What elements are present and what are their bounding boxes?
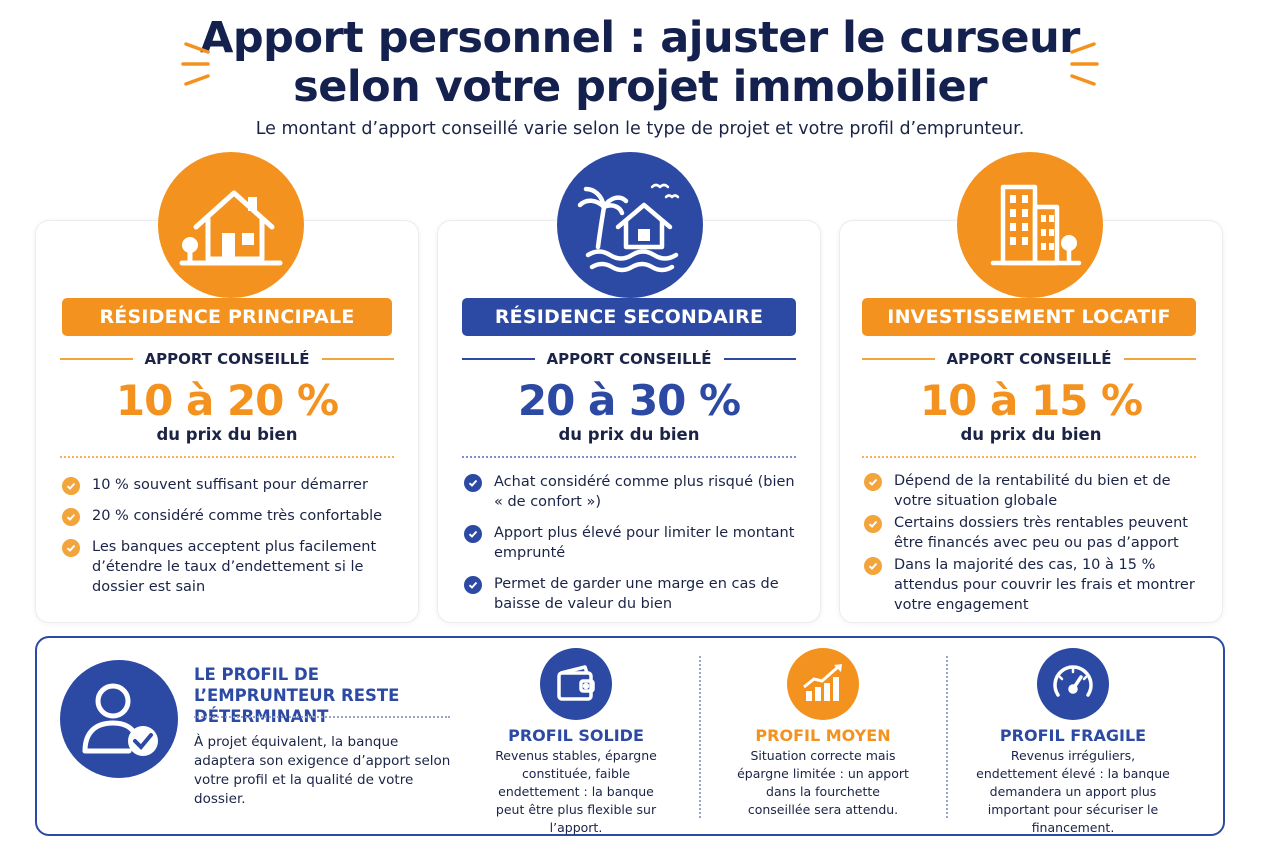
profil-name: PROFIL MOYEN bbox=[755, 726, 891, 745]
apport-range: 20 à 30 % bbox=[517, 376, 741, 425]
profil-fragile: PROFIL FRAGILE Revenus irréguliers, ende… bbox=[963, 648, 1183, 837]
check-icon bbox=[62, 539, 80, 557]
building-icon bbox=[957, 152, 1103, 298]
beach-house-icon bbox=[557, 152, 703, 298]
profil-title: LE PROFIL DE L’EMPRUNTEUR RESTE DÉTERMIN… bbox=[194, 665, 400, 726]
apport-range-sub: du prix du bien bbox=[156, 425, 298, 444]
growth-chart-icon bbox=[787, 648, 859, 720]
wallet-icon bbox=[540, 648, 612, 720]
apport-label: APPORT CONSEILLÉ bbox=[546, 350, 712, 368]
apport-header: APPORT CONSEILLÉ bbox=[462, 350, 796, 368]
apport-label: APPORT CONSEILLÉ bbox=[946, 350, 1112, 368]
check-icon bbox=[864, 515, 882, 533]
card-label: RÉSIDENCE SECONDAIRE bbox=[462, 298, 796, 336]
profil-section bbox=[35, 636, 1225, 836]
list-item: Achat considéré comme plus risqué (bien … bbox=[464, 472, 804, 512]
profil-moyen: PROFIL MOYEN Situation correcte mais épa… bbox=[713, 648, 933, 819]
check-icon bbox=[464, 525, 482, 543]
check-icon bbox=[864, 557, 882, 575]
list-item: 20 % considéré comme très confortable bbox=[62, 506, 397, 526]
page-subtitle: Le montant d’apport conseillé varie selo… bbox=[255, 119, 1025, 139]
apport-range-sub: du prix du bien bbox=[558, 425, 700, 444]
list-item: Dépend de la rentabilité du bien et de v… bbox=[864, 471, 1209, 511]
separator bbox=[946, 656, 948, 818]
divider bbox=[462, 456, 796, 458]
check-icon bbox=[464, 474, 482, 492]
apport-range: 10 à 15 % bbox=[919, 376, 1143, 425]
separator bbox=[699, 656, 701, 818]
profil-solide: PROFIL SOLIDE Revenus stables, épargne c… bbox=[466, 648, 686, 837]
right-sparkle-icon bbox=[1070, 42, 1099, 86]
house-icon bbox=[158, 152, 304, 298]
apport-label: APPORT CONSEILLÉ bbox=[144, 350, 310, 368]
list-item: 10 % souvent suffisant pour démarrer bbox=[62, 475, 397, 495]
check-icon bbox=[62, 477, 80, 495]
card-label: RÉSIDENCE PRINCIPALE bbox=[62, 298, 392, 336]
card-label: INVESTISSEMENT LOCATIF bbox=[862, 298, 1196, 336]
apport-header: APPORT CONSEILLÉ bbox=[862, 350, 1196, 368]
profil-name: PROFIL SOLIDE bbox=[508, 726, 644, 745]
user-check-icon bbox=[60, 660, 178, 778]
profil-desc: Revenus irréguliers, endettement élevé :… bbox=[976, 748, 1170, 835]
list-item: Dans la majorité des cas, 10 à 15 % atte… bbox=[864, 555, 1209, 615]
bullet-list: Dépend de la rentabilité du bien et de v… bbox=[864, 471, 1209, 626]
apport-range: 10 à 20 % bbox=[115, 376, 339, 425]
check-icon bbox=[464, 576, 482, 594]
profil-name: PROFIL FRAGILE bbox=[999, 726, 1147, 745]
list-item: Permet de garder une marge en cas de bai… bbox=[464, 574, 804, 614]
page-title-line1: Apport personnel : ajuster le curseur bbox=[200, 13, 1080, 63]
profil-text: À projet équivalent, la banque adaptera … bbox=[194, 734, 451, 807]
bullet-list: Achat considéré comme plus risqué (bien … bbox=[464, 472, 804, 625]
divider bbox=[194, 716, 450, 718]
list-item: Certains dossiers très rentables peuvent… bbox=[864, 513, 1209, 553]
divider bbox=[60, 456, 394, 458]
list-item: Les banques acceptent plus facilement d’… bbox=[62, 537, 397, 597]
list-item: Apport plus élevé pour limiter le montan… bbox=[464, 523, 804, 563]
apport-header: APPORT CONSEILLÉ bbox=[60, 350, 394, 368]
profil-desc: Revenus stables, épargne constituée, fai… bbox=[495, 748, 657, 835]
check-icon bbox=[864, 473, 882, 491]
gauge-icon bbox=[1037, 648, 1109, 720]
page-title-line2: selon votre projet immobilier bbox=[293, 62, 987, 112]
profil-desc: Situation correcte mais épargne limitée … bbox=[737, 748, 909, 817]
divider bbox=[862, 456, 1196, 458]
apport-range-sub: du prix du bien bbox=[960, 425, 1102, 444]
check-icon bbox=[62, 508, 80, 526]
left-sparkle-icon bbox=[181, 42, 210, 86]
bullet-list: 10 % souvent suffisant pour démarrer 20 … bbox=[62, 475, 397, 608]
